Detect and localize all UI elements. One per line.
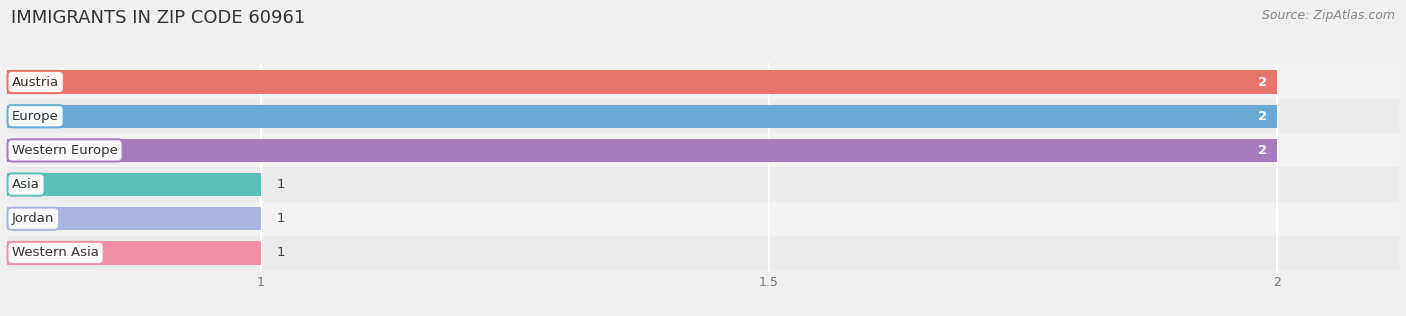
Text: 2: 2 (1258, 76, 1267, 88)
Text: Western Europe: Western Europe (13, 144, 118, 157)
Bar (7, 202, 1399, 236)
Bar (7, 236, 1399, 270)
Text: Western Asia: Western Asia (13, 246, 98, 259)
Bar (7, 241, 262, 264)
Text: IMMIGRANTS IN ZIP CODE 60961: IMMIGRANTS IN ZIP CODE 60961 (11, 9, 305, 27)
Text: 1: 1 (276, 212, 285, 225)
Text: 2: 2 (1258, 144, 1267, 157)
Bar (7, 99, 1399, 133)
Text: Jordan: Jordan (13, 212, 55, 225)
Bar (7, 65, 1399, 99)
Text: 1: 1 (276, 178, 285, 191)
Text: Asia: Asia (13, 178, 39, 191)
Text: Source: ZipAtlas.com: Source: ZipAtlas.com (1261, 9, 1395, 22)
Bar (7, 167, 1399, 202)
Text: Europe: Europe (13, 110, 59, 123)
Bar (7, 70, 1277, 94)
Bar (7, 139, 1277, 162)
Bar (7, 173, 262, 196)
Text: 1: 1 (276, 246, 285, 259)
Bar (7, 207, 262, 230)
Text: Austria: Austria (13, 76, 59, 88)
Text: 2: 2 (1258, 110, 1267, 123)
Bar (7, 105, 1277, 128)
Bar (7, 133, 1399, 167)
